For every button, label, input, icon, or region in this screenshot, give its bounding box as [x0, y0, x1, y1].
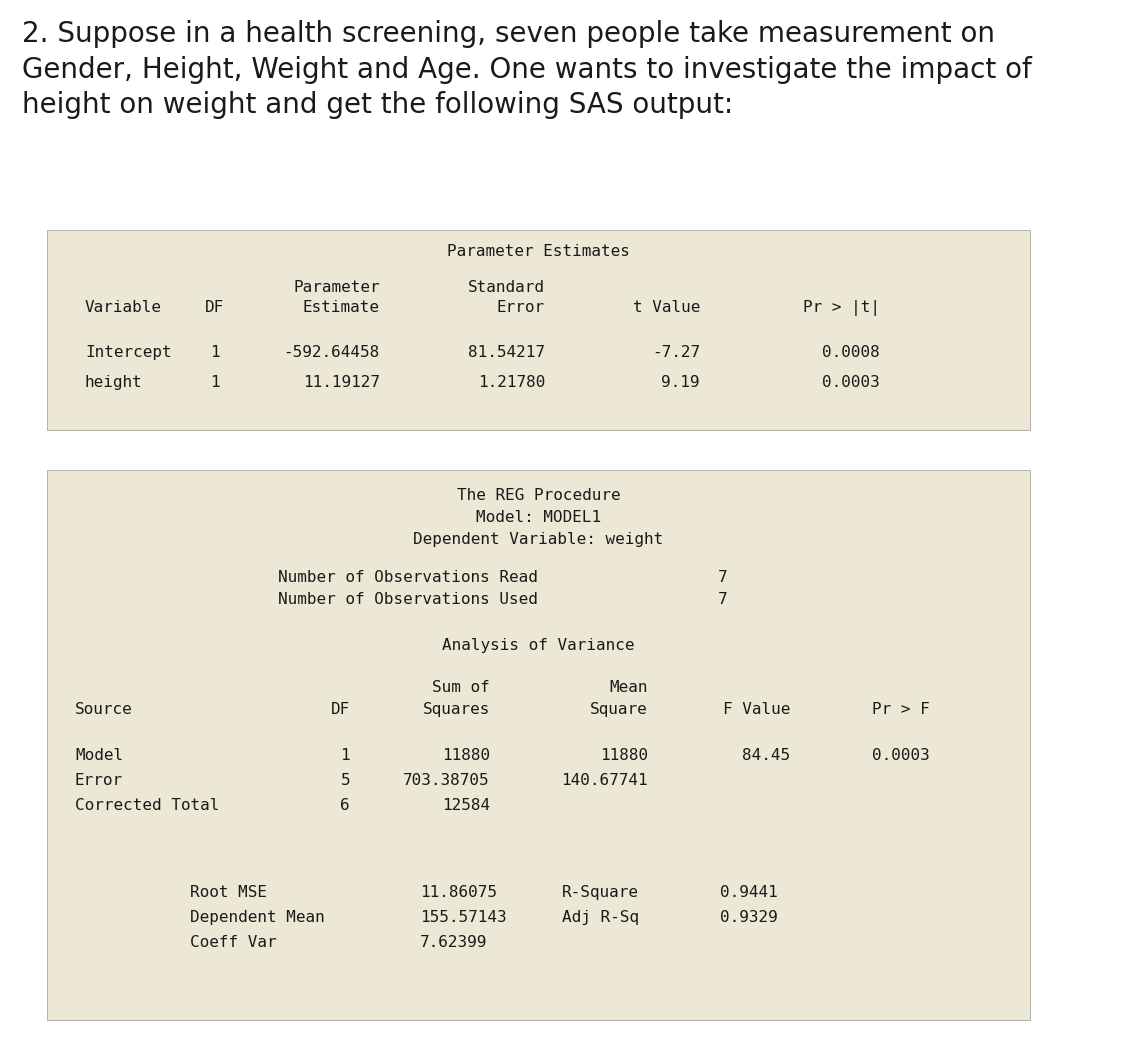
Text: Corrected Total: Corrected Total [74, 798, 219, 813]
Text: Model: MODEL1: Model: MODEL1 [476, 510, 601, 525]
Text: 11.86075: 11.86075 [419, 884, 497, 900]
Text: 2. Suppose in a health screening, seven people take measurement on
Gender, Heigh: 2. Suppose in a health screening, seven … [22, 20, 1031, 120]
Text: The REG Procedure: The REG Procedure [457, 488, 620, 503]
FancyBboxPatch shape [47, 470, 1030, 1020]
Text: 6: 6 [340, 798, 350, 813]
Text: Model: Model [74, 748, 123, 763]
Text: 1.21780: 1.21780 [478, 375, 545, 390]
Text: 11880: 11880 [442, 748, 490, 763]
Text: 1: 1 [210, 375, 220, 390]
Text: 7: 7 [719, 570, 728, 585]
Text: 84.45: 84.45 [741, 748, 790, 763]
Text: 155.57143: 155.57143 [419, 910, 507, 925]
Text: Estimate: Estimate [303, 300, 380, 315]
Text: 703.38705: 703.38705 [403, 773, 490, 788]
Text: Square: Square [590, 703, 647, 717]
Text: Intercept: Intercept [85, 345, 172, 360]
FancyBboxPatch shape [47, 230, 1030, 430]
Text: t Value: t Value [633, 300, 700, 315]
Text: 0.9441: 0.9441 [720, 884, 778, 900]
Text: Sum of: Sum of [432, 680, 490, 695]
Text: Pr > |t|: Pr > |t| [803, 300, 880, 316]
Text: 5: 5 [340, 773, 350, 788]
Text: Standard: Standard [468, 280, 545, 295]
Text: 140.67741: 140.67741 [562, 773, 647, 788]
Text: Error: Error [74, 773, 123, 788]
Text: height: height [85, 375, 143, 390]
Text: Number of Observations Used: Number of Observations Used [278, 592, 537, 607]
Text: Variable: Variable [85, 300, 162, 315]
Text: Source: Source [74, 703, 133, 717]
Text: 0.0003: 0.0003 [872, 748, 931, 763]
Text: Root MSE: Root MSE [190, 884, 267, 900]
Text: 0.0008: 0.0008 [822, 345, 880, 360]
Text: 7: 7 [719, 592, 728, 607]
Text: DF: DF [331, 703, 350, 717]
Text: Parameter: Parameter [293, 280, 380, 295]
Text: -7.27: -7.27 [652, 345, 700, 360]
Text: 1: 1 [340, 748, 350, 763]
Text: 11880: 11880 [599, 748, 647, 763]
Text: Error: Error [497, 300, 545, 315]
Text: 81.54217: 81.54217 [468, 345, 545, 360]
Text: 12584: 12584 [442, 798, 490, 813]
Text: F Value: F Value [723, 703, 790, 717]
Text: Pr > F: Pr > F [872, 703, 931, 717]
Text: 0.9329: 0.9329 [720, 910, 778, 925]
Text: Dependent Mean: Dependent Mean [190, 910, 324, 925]
Text: Mean: Mean [610, 680, 647, 695]
Text: 1: 1 [210, 345, 220, 360]
Text: 7.62399: 7.62399 [419, 935, 487, 950]
Text: Parameter Estimates: Parameter Estimates [447, 244, 630, 259]
Text: Number of Observations Read: Number of Observations Read [278, 570, 537, 585]
Text: 9.19: 9.19 [661, 375, 700, 390]
Text: Coeff Var: Coeff Var [190, 935, 276, 950]
Text: -592.64458: -592.64458 [284, 345, 380, 360]
Text: Analysis of Variance: Analysis of Variance [442, 638, 635, 653]
Text: 11.19127: 11.19127 [303, 375, 380, 390]
Text: DF: DF [205, 300, 225, 315]
Text: Dependent Variable: weight: Dependent Variable: weight [414, 532, 664, 547]
Text: 0.0003: 0.0003 [822, 375, 880, 390]
Text: Squares: Squares [423, 703, 490, 717]
Text: R-Square: R-Square [562, 884, 639, 900]
Text: Adj R-Sq: Adj R-Sq [562, 910, 639, 925]
